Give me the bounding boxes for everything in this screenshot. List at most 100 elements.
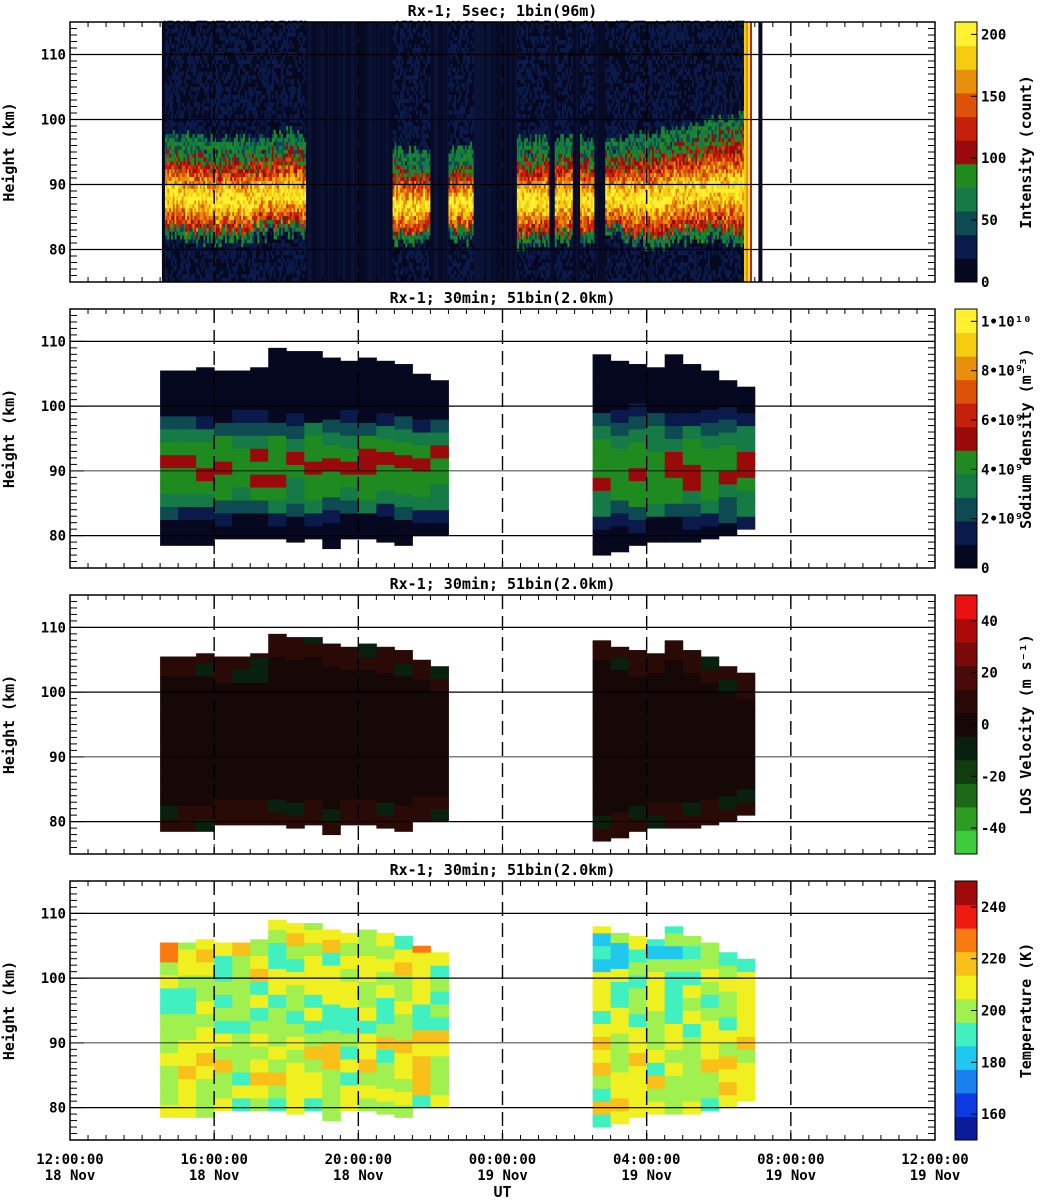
intensity-cell [293,180,296,185]
intensity-cell [215,102,219,107]
intensity-cell [239,145,242,150]
intensity-cell [224,145,228,150]
intensity-cell [169,215,172,220]
intensity-cell [172,196,175,201]
intensity-cell [304,180,307,185]
intensity-cell [178,161,181,166]
intensity-cell [425,188,428,193]
intensity-cell [300,207,303,213]
intensity-column [376,22,379,282]
intensity-cell [233,153,237,158]
intensity-cell [448,157,451,162]
intensity-cell [185,161,188,166]
intensity-cell [421,204,424,209]
intensity-cell [230,168,233,174]
intensity-cell [421,137,424,142]
intensity-cell [459,231,462,236]
intensity-cell [210,250,213,256]
intensity-cell [244,71,248,76]
intensity-cell [453,48,457,53]
intensity-cell [291,141,294,146]
intensity-cell [243,149,246,154]
intensity-cell [270,231,273,236]
intensity-cell [399,36,402,41]
intensity-cell [196,32,199,37]
intensity-cell [255,204,258,209]
intensity-cell [405,98,408,103]
intensity-cell [226,40,229,45]
intensity-cell [298,168,302,174]
intensity-column [378,22,381,282]
intensity-cell [399,98,402,103]
intensity-cell [270,137,273,142]
intensity-cell [221,223,224,228]
intensity-cell [293,223,296,228]
intensity-cell [244,161,248,166]
intensity-cell [203,250,206,256]
intensity-cell [243,200,246,205]
intensity-cell [416,165,419,170]
intensity-cell [464,215,467,220]
intensity-cell [461,161,464,166]
intensity-cell [273,161,276,166]
intensity-cell [406,200,410,205]
intensity-cell [401,235,404,240]
intensity-cell [416,258,419,263]
intensity-cell [468,227,471,232]
intensity-cell [194,126,197,131]
intensity-cell [230,141,233,146]
intensity-cell [410,59,413,64]
intensity-cell [293,32,296,37]
intensity-cell [194,207,197,213]
intensity-cell [302,94,305,100]
intensity-cell [468,262,471,267]
intensity-cell [275,153,278,158]
intensity-cell [196,172,199,178]
intensity-cell [226,94,229,100]
intensity-cell [205,168,208,174]
intensity-cell [277,235,280,240]
intensity-cell [230,83,233,88]
intensity-cell [425,161,428,166]
intensity-cell [217,176,220,181]
intensity-cell [174,223,177,228]
intensity-cell [183,231,186,236]
intensity-cell [259,149,262,154]
intensity-cell [172,215,175,220]
intensity-cell [235,227,238,232]
intensity-cell [187,161,190,166]
intensity-cell [289,211,293,217]
intensity-cell [196,149,199,154]
intensity-column [443,22,446,282]
intensity-cell [466,207,469,213]
intensity-cell [199,71,202,76]
intensity-cell [466,157,469,162]
intensity-cell [232,180,235,185]
intensity-cell [185,235,188,240]
intensity-cell [428,184,431,189]
intensity-cell [448,278,451,283]
intensity-cell [248,102,251,107]
intensity-cell [212,180,215,185]
intensity-cell [459,129,462,135]
intensity-cell [237,20,240,25]
intensity-cell [289,192,293,197]
intensity-cell [426,59,430,64]
intensity-cell [169,196,172,201]
intensity-cell [282,87,285,92]
intensity-cell [250,157,253,162]
intensity-cell [459,153,462,158]
intensity-cell [219,239,222,244]
intensity-cell [205,55,208,61]
intensity-cell [416,126,419,131]
intensity-cell [244,250,248,256]
intensity-cell [257,168,260,174]
intensity-cell [470,141,473,146]
intensity-cell [300,188,303,193]
intensity-cell [286,266,289,271]
intensity-cell [401,172,404,178]
intensity-cell [197,176,201,181]
intensity-cell [178,223,181,228]
intensity-cell [259,172,262,178]
intensity-cell [423,24,426,29]
